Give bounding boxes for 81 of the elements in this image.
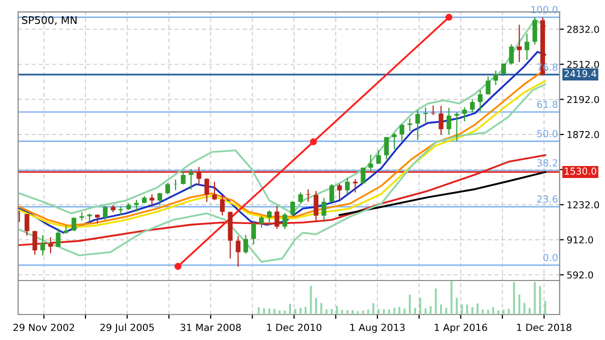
candlestick xyxy=(446,107,452,136)
y-tick-label: 1232.0 xyxy=(568,201,599,208)
candlestick xyxy=(314,190,318,222)
y-tick-label: 1872.0 xyxy=(568,131,599,138)
candlestick xyxy=(150,194,154,207)
candlestick xyxy=(352,178,358,194)
candlestick xyxy=(212,181,217,201)
annotation: 23.6 xyxy=(537,195,558,203)
candlestick xyxy=(102,206,108,221)
candlestick xyxy=(306,188,311,202)
y-tick-label: 2512.0 xyxy=(567,60,599,68)
candlestick xyxy=(407,118,412,132)
candlestick xyxy=(196,166,202,186)
candlestick xyxy=(266,210,272,226)
candlestick xyxy=(48,236,53,254)
candlestick xyxy=(430,105,436,116)
candlestick xyxy=(400,123,404,142)
candlestick xyxy=(40,234,46,256)
candlestick xyxy=(290,200,296,216)
candlestick xyxy=(470,98,475,113)
candlestick xyxy=(516,24,522,63)
candlestick xyxy=(392,132,397,150)
candlestick xyxy=(532,16,538,46)
candlestick xyxy=(72,217,76,232)
candlestick xyxy=(501,62,506,76)
candlestick xyxy=(376,150,381,164)
x-tick-label: 29 Nov 2002 xyxy=(13,324,74,332)
candlestick xyxy=(24,213,30,236)
candlestick xyxy=(368,154,374,172)
candlestick xyxy=(384,136,389,160)
candlestick xyxy=(329,183,334,202)
candlestick xyxy=(204,178,210,202)
ref-line-label: 1530.0 xyxy=(564,168,596,175)
candlestick xyxy=(493,70,498,86)
candlestick xyxy=(56,228,61,248)
ref-line-label: 2419.4 xyxy=(564,70,596,78)
y-tick-label: 912.0 xyxy=(567,236,593,244)
annotation: 38.2 xyxy=(537,159,558,167)
point xyxy=(445,14,452,21)
candlestick xyxy=(360,167,366,184)
candlestick xyxy=(462,106,467,122)
x-tick-label: 31 Mar 2008 xyxy=(180,324,241,332)
annotation: 0.0 xyxy=(543,254,558,262)
candlestick xyxy=(165,182,170,195)
candlestick xyxy=(438,105,444,136)
chart-title: SP500, MN xyxy=(22,16,77,26)
candlestick xyxy=(188,168,194,190)
candlestick xyxy=(486,76,490,96)
candlestick xyxy=(220,195,225,216)
candlestick xyxy=(298,192,303,204)
x-tick-label: 1 Dec 2018 xyxy=(517,324,572,332)
y-tick-label: 592.0 xyxy=(567,271,593,279)
candlestick xyxy=(337,183,342,202)
x-tick-label: 29 Jul 2005 xyxy=(100,324,154,333)
candlestick xyxy=(322,197,326,223)
candlestick xyxy=(274,205,280,230)
candlestick xyxy=(243,234,248,254)
candlestick xyxy=(282,212,288,230)
candlestick xyxy=(524,33,530,60)
x-tick-label: 1 Aug 2013 xyxy=(350,324,405,333)
annotation: 61.8 xyxy=(537,100,558,108)
candlestick xyxy=(32,230,38,256)
annotation: 50.0 xyxy=(537,130,558,138)
candlestick xyxy=(423,106,428,124)
candlestick xyxy=(134,199,139,212)
y-tick-label: 2832.0 xyxy=(567,26,599,33)
candlestick xyxy=(180,170,186,186)
x-tick-label: 1 Apr 2016 xyxy=(434,324,488,333)
point xyxy=(174,262,182,270)
point xyxy=(310,138,317,146)
candlestick xyxy=(478,89,483,112)
candlestick xyxy=(157,192,162,206)
candlestick xyxy=(236,236,240,268)
candlestick xyxy=(415,110,420,141)
candlestick xyxy=(259,215,264,228)
candlestick xyxy=(79,212,84,222)
x-tick-label: 1 Dec 2010 xyxy=(267,324,322,332)
candlestick xyxy=(509,44,514,66)
candlestick xyxy=(345,178,350,195)
y-tick-label: 2192.0 xyxy=(567,96,599,104)
candlestick xyxy=(251,220,256,245)
